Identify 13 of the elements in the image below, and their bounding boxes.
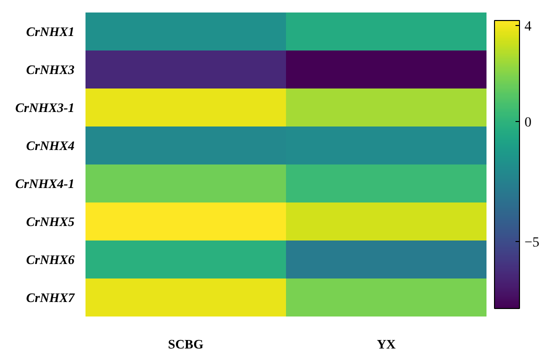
y-tick-label: CrNHX4-1 [15, 176, 75, 191]
x-tick-label: SCBG [168, 336, 204, 352]
color-bar-label: −5 [524, 235, 540, 250]
x-tick-label: YX [376, 336, 396, 352]
y-tick-label: CrNHX4 [26, 138, 75, 153]
y-tick-label: CrNHX3-1 [15, 100, 75, 115]
y-tick-label: CrNHX6 [26, 252, 75, 267]
y-tick-label: CrNHX7 [26, 290, 75, 305]
y-tick-label: CrNHX3 [26, 62, 75, 77]
color-bar-label: 0 [524, 115, 532, 130]
y-tick-label: CrNHX5 [26, 214, 75, 229]
y-tick-label: CrNHX1 [26, 24, 75, 39]
color-bar-label: 4 [524, 19, 532, 34]
